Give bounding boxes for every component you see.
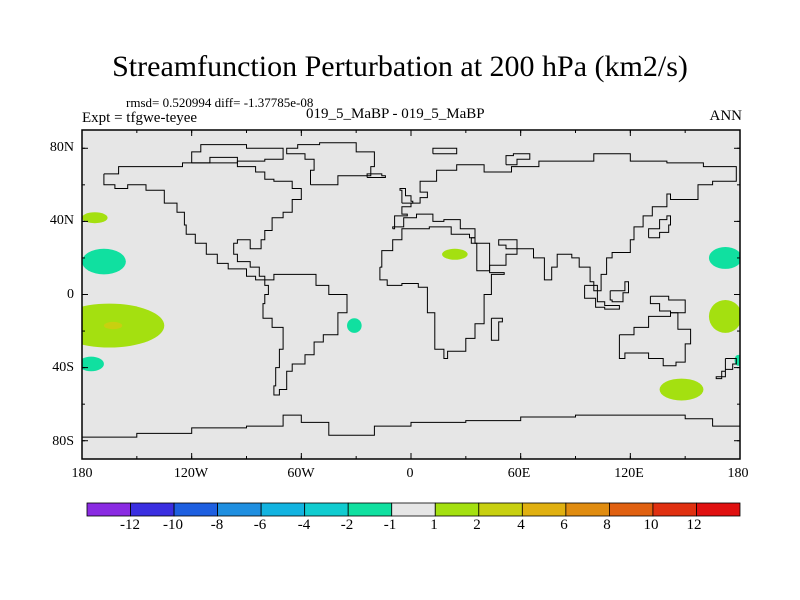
stats-label: rmsd= 0.520994 diff= -1.37785e-08 [126, 95, 314, 110]
x-tick-label: 0 [406, 466, 414, 481]
colorbar-label: 2 [473, 517, 481, 533]
colorbar-swatch [521, 502, 567, 517]
colorbar-swatch [173, 502, 218, 517]
contour-blob-west-pacific-neg [708, 246, 740, 269]
coastline-novaya-zemlya [505, 153, 531, 166]
x-tick-label: 120E [614, 466, 644, 481]
y-tick-label: 80S [52, 434, 74, 449]
colorbar-label: -8 [210, 517, 224, 533]
colorbar-label: 12 [686, 517, 702, 533]
contour-blob-tasman-pos [659, 378, 704, 401]
coastline-group [82, 142, 740, 438]
x-tick-label: 60E [507, 466, 531, 481]
contour-blob-north-africa-pos [442, 248, 468, 260]
colorbar-swatch [565, 502, 610, 517]
x-tick-label: 180 [71, 466, 93, 481]
coastline-eurasia [392, 153, 737, 292]
coastline-africa [379, 226, 505, 359]
chart-title: Streamfunction Perturbation at 200 hPa (… [112, 50, 688, 83]
coastline-sumatra-java [584, 284, 620, 310]
x-tick-label: 60W [287, 466, 315, 481]
colorbar-swatch [217, 502, 262, 517]
y-tick-label: 40N [49, 213, 74, 228]
coastline-south-america [262, 273, 348, 396]
coastline-japan [648, 215, 671, 239]
colorbar-swatch [130, 502, 175, 517]
coastline-madagascar [490, 317, 503, 341]
colorbar-label: -12 [120, 517, 140, 533]
colorbar-label: -10 [163, 517, 183, 533]
colorbar-label: -1 [383, 517, 397, 533]
x-tick-label: 180 [727, 466, 749, 481]
colorbar-swatch [347, 502, 393, 517]
y-tick-label: 0 [67, 287, 74, 302]
right-label: ANN [709, 108, 743, 124]
coastline-new-zealand [715, 358, 737, 380]
coastline-north-america [103, 156, 302, 281]
contour-blob-east-pacific-pos-core [103, 321, 123, 330]
y-tick-label: 40S [52, 360, 74, 375]
colorbar-swatch [696, 502, 741, 517]
y-tick-label: 80N [49, 140, 74, 155]
left-label: Expt = tfgwe-teyee [82, 110, 198, 126]
colorbar-swatch [434, 502, 480, 517]
colorbar-swatch [609, 502, 654, 517]
contour-blob-east-pacific-pos-south [82, 303, 165, 348]
colorbar-label: 6 [560, 517, 568, 533]
coastline-antarctica [82, 414, 740, 438]
coastline-australia [618, 312, 692, 367]
colorbar-swatch [260, 502, 306, 517]
colorbar-label: 1 [430, 517, 438, 533]
colorbar-swatch [86, 502, 131, 517]
plot-background [82, 130, 740, 459]
colorbar-swatch [478, 502, 523, 517]
coastline-uk [399, 188, 414, 204]
contour-blob-east-pacific-neg-north [82, 248, 126, 275]
colorbar-label: 4 [517, 517, 525, 533]
coastline-new-guinea [649, 295, 686, 314]
x-tick-label: 120W [173, 466, 209, 481]
center-label: 019_5_MaBP - 019_5_MaBP [306, 106, 485, 122]
contour-blob-east-pacific-pos-north [82, 212, 108, 224]
colorbar-swatch [391, 502, 436, 517]
coastline-arctic-islands [191, 144, 284, 164]
contour-blob-west-pacific-pos-south [708, 299, 740, 333]
contour-fill-group [82, 212, 740, 401]
colorbar-label: -6 [253, 517, 267, 533]
colorbar-label: -4 [297, 517, 311, 533]
coastline-iceland [366, 173, 386, 178]
colorbar-label: -2 [340, 517, 354, 533]
colorbar-label: 8 [603, 517, 611, 533]
colorbar-swatch [652, 502, 697, 517]
colorbar-label: 10 [643, 517, 659, 533]
colorbar-swatch [304, 502, 349, 517]
coastline-svalbard [432, 147, 458, 155]
coastline-greenland [286, 142, 375, 186]
coastline-borneo [609, 281, 629, 303]
contour-blob-south-atlantic-neg [347, 318, 362, 333]
